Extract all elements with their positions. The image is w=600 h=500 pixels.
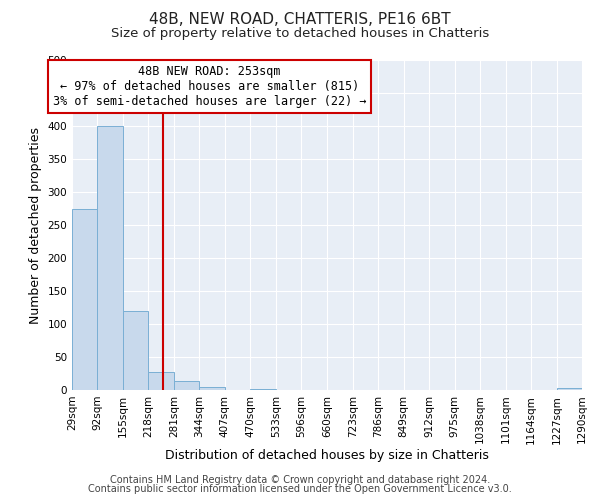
Bar — [174, 381, 199, 390]
Bar — [72, 208, 97, 390]
Bar — [148, 372, 174, 390]
Text: 48B, NEW ROAD, CHATTERIS, PE16 6BT: 48B, NEW ROAD, CHATTERIS, PE16 6BT — [149, 12, 451, 28]
Text: 48B NEW ROAD: 253sqm
← 97% of detached houses are smaller (815)
3% of semi-detac: 48B NEW ROAD: 253sqm ← 97% of detached h… — [53, 65, 367, 108]
Bar — [250, 388, 276, 390]
X-axis label: Distribution of detached houses by size in Chatteris: Distribution of detached houses by size … — [165, 449, 489, 462]
Bar — [97, 126, 123, 390]
Bar — [199, 386, 225, 390]
Y-axis label: Number of detached properties: Number of detached properties — [29, 126, 42, 324]
Text: Size of property relative to detached houses in Chatteris: Size of property relative to detached ho… — [111, 28, 489, 40]
Bar — [123, 311, 148, 390]
Text: Contains public sector information licensed under the Open Government Licence v3: Contains public sector information licen… — [88, 484, 512, 494]
Text: Contains HM Land Registry data © Crown copyright and database right 2024.: Contains HM Land Registry data © Crown c… — [110, 475, 490, 485]
Bar — [557, 388, 582, 390]
